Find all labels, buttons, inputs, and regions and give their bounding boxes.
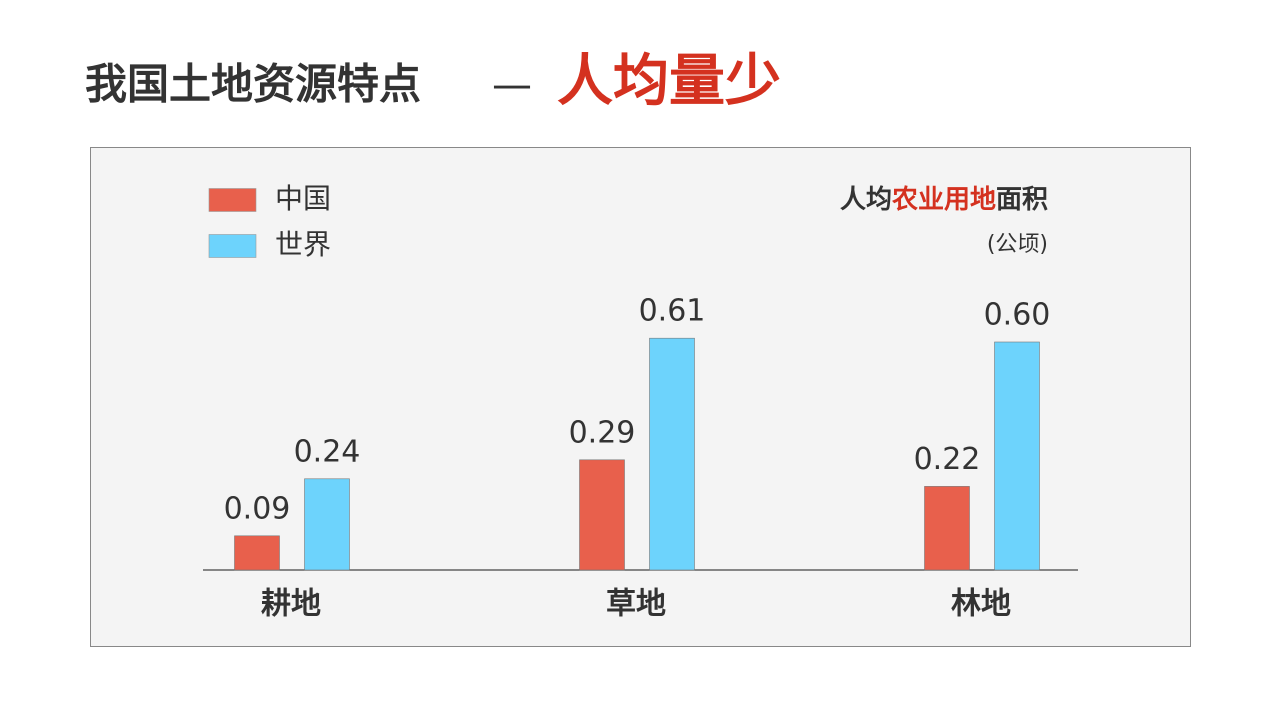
legend-label: 世界 [275,228,331,261]
chart-title: 人均农业用地面积 [840,185,1048,215]
bar [234,535,280,571]
value-label: 0.24 [294,434,361,469]
bar [579,459,625,571]
chart-title-part: 人均 [840,185,892,215]
bar [924,486,970,571]
bar [649,337,695,571]
chart-title-part: 面积 [996,185,1048,215]
value-label: 0.60 [984,298,1051,333]
legend-swatch [208,188,257,212]
slide-title: 我国土地资源特点 [85,60,421,109]
x-tick-label: 草地 [606,587,666,622]
x-tick-label: 林地 [951,587,1011,622]
bar [304,478,350,571]
x-tick-label: 耕地 [261,587,321,622]
value-label: 0.22 [914,442,981,477]
value-label: 0.09 [224,491,291,526]
value-label: 0.61 [639,294,706,329]
chart-title-part: 农业用地 [891,185,996,215]
title-highlight: 人均量少 [557,49,781,114]
value-label: 0.29 [569,415,636,450]
legend-swatch [208,234,257,258]
bar [994,341,1040,571]
chart-subtitle: (公顷) [987,232,1048,257]
title-separator: — [492,62,532,108]
legend-label: 中国 [275,182,331,215]
